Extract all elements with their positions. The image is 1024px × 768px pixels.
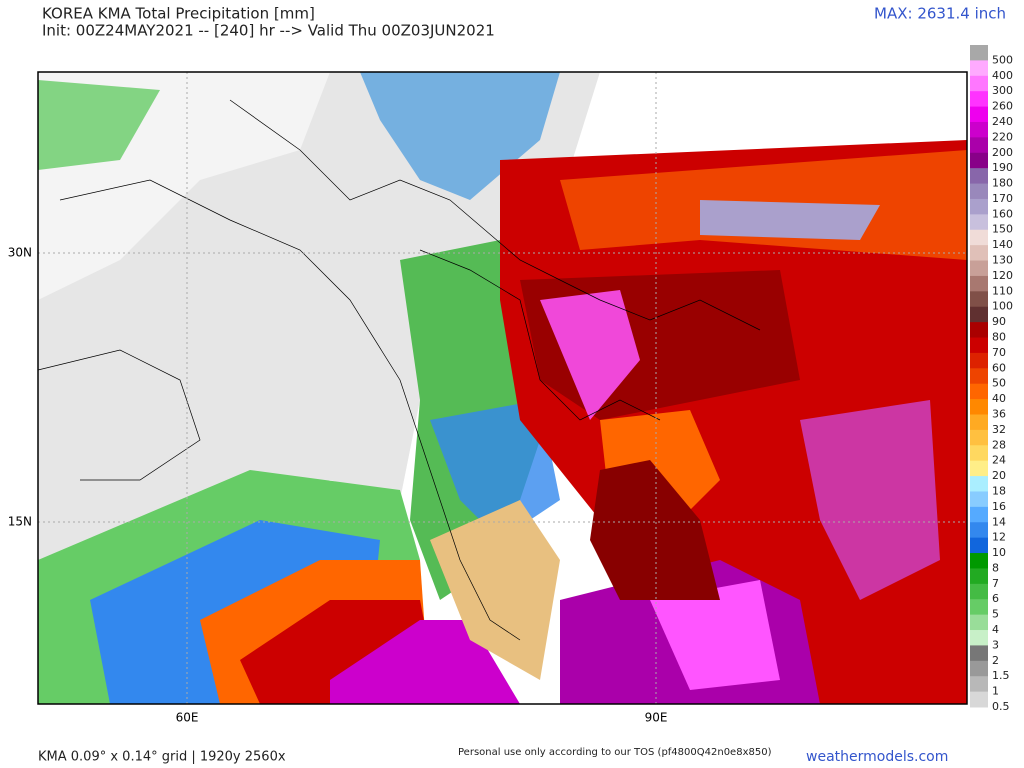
subtitle: Init: 00Z24MAY2021 -- [240] hr --> Valid… [42, 22, 495, 40]
tos-note: Personal use only according to our TOS (… [458, 747, 772, 758]
site-name: weathermodels.com [806, 749, 948, 765]
colorbar-label: 0.5 [992, 700, 1010, 713]
colorbar-swatch [970, 691, 988, 708]
colorbar-swatch [970, 676, 988, 693]
colorbar-label: 60 [992, 361, 1006, 374]
colorbar-label: 24 [992, 454, 1006, 467]
colorbar-swatch [970, 245, 988, 262]
colorbar-swatch [970, 214, 988, 231]
colorbar-swatch [970, 383, 988, 400]
colorbar-swatch [970, 414, 988, 431]
colorbar-swatch [970, 568, 988, 585]
colorbar-label: 120 [992, 269, 1013, 282]
colorbar-swatch [970, 198, 988, 215]
colorbar-label: 110 [992, 284, 1013, 297]
colorbar-swatch [970, 368, 988, 385]
colorbar-label: 400 [992, 69, 1013, 82]
colorbar-label: 10 [992, 546, 1006, 559]
colorbar-swatch [970, 75, 988, 92]
colorbar-label: 3 [992, 638, 999, 651]
colorbar-swatch [970, 429, 988, 446]
colorbar-label: 32 [992, 423, 1006, 436]
colorbar-label: 200 [992, 146, 1013, 159]
colorbar-label: 8 [992, 561, 999, 574]
colorbar-label: 500 [992, 53, 1013, 66]
lat-label: 30N [8, 246, 32, 260]
colorbar-swatch [970, 183, 988, 200]
colorbar-swatch [970, 322, 988, 339]
colorbar-swatch [970, 152, 988, 169]
colorbar-swatch [970, 553, 988, 569]
colorbar-label: 40 [992, 392, 1006, 405]
colorbar-label: 18 [992, 484, 1006, 497]
colorbar-label: 190 [992, 161, 1013, 174]
colorbar-label: 70 [992, 346, 1006, 359]
lon-label: 90E [645, 711, 668, 725]
colorbar-swatch [970, 168, 988, 185]
colorbar-swatch [970, 275, 988, 292]
colorbar-label: 2 [992, 654, 999, 667]
colorbar-swatch [970, 491, 988, 508]
colorbar-swatch [970, 583, 988, 600]
grid-info: KMA 0.09° x 0.14° grid | 1920y 2560x [38, 750, 286, 765]
colorbar: 5004003002602402202001901801701601501401… [970, 45, 1013, 713]
colorbar-label: 4 [992, 623, 999, 636]
colorbar-label: 150 [992, 223, 1013, 236]
colorbar-swatch [970, 337, 988, 354]
colorbar-label: 1.5 [992, 669, 1010, 682]
colorbar-label: 14 [992, 515, 1006, 528]
colorbar-label: 80 [992, 331, 1006, 344]
colorbar-swatch [970, 91, 988, 108]
colorbar-label: 16 [992, 500, 1006, 513]
colorbar-swatch [970, 645, 988, 662]
colorbar-swatch [970, 45, 988, 61]
colorbar-label: 100 [992, 300, 1013, 313]
colorbar-swatch [970, 260, 988, 277]
colorbar-label: 140 [992, 238, 1013, 251]
colorbar-swatch [970, 399, 988, 415]
colorbar-label: 5 [992, 608, 999, 621]
colorbar-label: 260 [992, 100, 1013, 113]
colorbar-swatch [970, 614, 988, 631]
colorbar-swatch [970, 121, 988, 138]
colorbar-label: 180 [992, 177, 1013, 190]
lat-label: 15N [8, 515, 32, 529]
colorbar-label: 240 [992, 115, 1013, 128]
colorbar-label: 1 [992, 685, 999, 698]
colorbar-swatch [970, 445, 988, 462]
map [37, 71, 968, 705]
colorbar-swatch [970, 352, 988, 369]
colorbar-label: 220 [992, 130, 1013, 143]
colorbar-swatch [970, 60, 988, 77]
colorbar-swatch [970, 630, 988, 646]
max-value: MAX: 2631.4 inch [874, 5, 1006, 23]
colorbar-swatch [970, 106, 988, 123]
colorbar-label: 36 [992, 407, 1006, 420]
colorbar-label: 160 [992, 207, 1013, 220]
colorbar-swatch [970, 537, 988, 554]
colorbar-swatch [970, 291, 988, 308]
colorbar-label: 20 [992, 469, 1006, 482]
colorbar-swatch [970, 599, 988, 616]
colorbar-swatch [970, 476, 988, 492]
title: KOREA KMA Total Precipitation [mm] [42, 5, 315, 23]
colorbar-label: 50 [992, 377, 1006, 390]
colorbar-swatch [970, 229, 988, 246]
colorbar-label: 90 [992, 315, 1006, 328]
lon-label: 60E [176, 711, 199, 725]
colorbar-label: 6 [992, 592, 999, 605]
colorbar-label: 7 [992, 577, 999, 590]
colorbar-label: 130 [992, 254, 1013, 267]
colorbar-swatch [970, 137, 988, 154]
colorbar-label: 170 [992, 192, 1013, 205]
colorbar-label: 300 [992, 84, 1013, 97]
colorbar-swatch [970, 522, 988, 539]
colorbar-swatch [970, 460, 988, 477]
colorbar-swatch [970, 660, 988, 677]
colorbar-swatch [970, 306, 988, 323]
colorbar-swatch [970, 506, 988, 523]
colorbar-label: 12 [992, 531, 1006, 544]
colorbar-label: 28 [992, 438, 1006, 451]
